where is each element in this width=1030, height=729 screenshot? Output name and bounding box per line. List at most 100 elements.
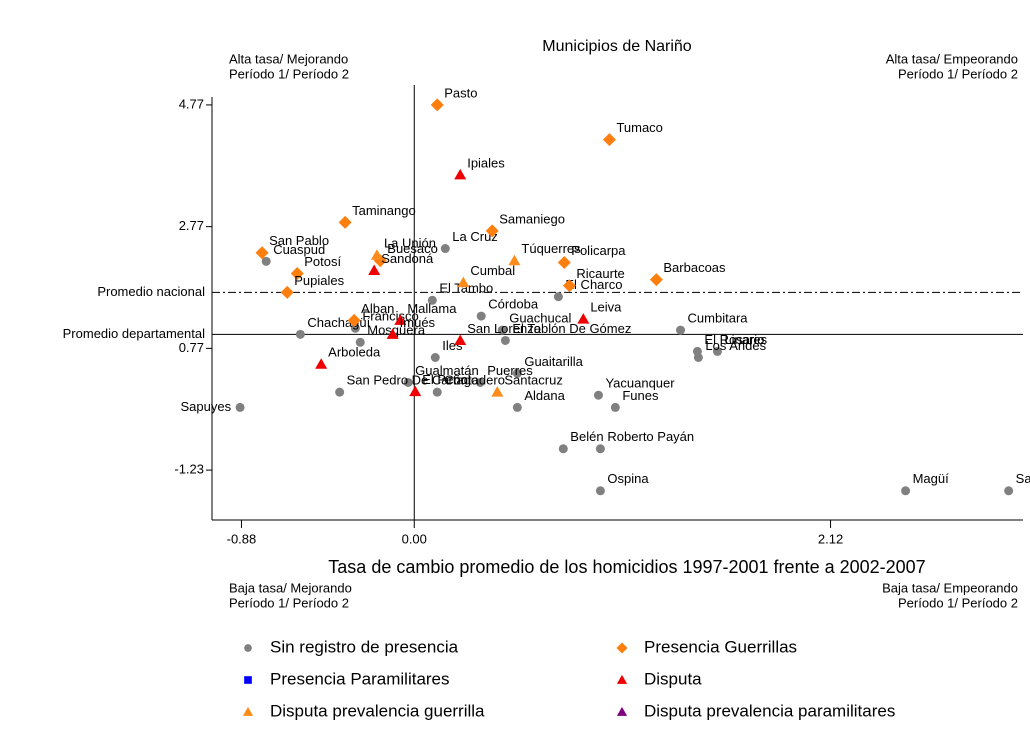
point-label: Taminango bbox=[352, 203, 416, 218]
corner-note: Baja tasa/ Mejorando bbox=[229, 580, 352, 595]
point bbox=[280, 285, 294, 299]
point-label: Belén bbox=[570, 429, 603, 444]
point bbox=[553, 292, 563, 302]
point-label: Policarpa bbox=[571, 243, 626, 258]
point-label: Cumbal bbox=[470, 263, 515, 278]
point bbox=[235, 402, 245, 412]
point-label: Puerres bbox=[487, 363, 533, 378]
point bbox=[577, 313, 590, 324]
corner-note: Período 1/ Período 2 bbox=[898, 595, 1018, 610]
point-label: Buesaco bbox=[387, 241, 438, 256]
point-label: La Unión bbox=[384, 236, 436, 251]
point bbox=[512, 368, 522, 378]
point bbox=[403, 377, 413, 387]
point-label: Tumaco bbox=[616, 120, 662, 135]
point-label: El Rosario bbox=[704, 332, 764, 347]
point-label: Ipiales bbox=[467, 155, 505, 170]
point-label: San Pedro De Cartago bbox=[347, 373, 479, 388]
point-label: Pasto bbox=[444, 85, 477, 100]
point-label: Magüí bbox=[913, 471, 950, 486]
point bbox=[295, 329, 305, 339]
point bbox=[491, 386, 504, 397]
point-label: La Cruz bbox=[452, 229, 498, 244]
point bbox=[558, 444, 568, 454]
x-tick-label: 2.12 bbox=[818, 531, 843, 546]
corner-note: Alta tasa/ Empeorando bbox=[886, 51, 1018, 66]
legend-label: Sin registro de presencia bbox=[270, 637, 459, 656]
point bbox=[610, 402, 620, 412]
corner-note: Período 1/ Período 2 bbox=[229, 66, 349, 81]
point-label: Sandoná bbox=[381, 251, 434, 266]
point-label: Santacruz bbox=[504, 373, 563, 388]
point-label: Arboleda bbox=[328, 345, 381, 360]
point bbox=[373, 254, 387, 268]
point-label: Mosquera bbox=[367, 323, 426, 338]
legend-label: Presencia Paramilitares bbox=[270, 669, 450, 688]
point-label: Aldana bbox=[524, 388, 565, 403]
point-label: Guaitarilla bbox=[524, 354, 583, 369]
point bbox=[497, 325, 507, 335]
point bbox=[500, 335, 510, 345]
point-label: Pupiales bbox=[294, 273, 344, 288]
reference-label: Promedio nacional bbox=[97, 284, 205, 299]
x-axis-label: Tasa de cambio promedio de los homicidio… bbox=[328, 557, 925, 577]
point bbox=[562, 279, 576, 293]
point bbox=[290, 267, 304, 281]
point-label: San Pablo bbox=[269, 233, 329, 248]
point bbox=[593, 390, 603, 400]
point bbox=[676, 325, 686, 335]
point bbox=[649, 273, 663, 287]
x-tick-label: 0.00 bbox=[402, 531, 427, 546]
corner-note: Período 1/ Período 2 bbox=[898, 66, 1018, 81]
point-label: San Lorenzo bbox=[467, 321, 541, 336]
point bbox=[315, 358, 328, 369]
legend-label: Disputa prevalencia guerrilla bbox=[270, 701, 485, 720]
point-label: Córdoba bbox=[488, 297, 539, 312]
point bbox=[335, 387, 345, 397]
point bbox=[595, 486, 605, 496]
legend-marker bbox=[244, 644, 252, 652]
y-tick-label: 4.77 bbox=[179, 96, 204, 111]
point-label: Francisco bbox=[362, 309, 418, 324]
point bbox=[261, 256, 271, 266]
point bbox=[602, 133, 616, 147]
point-label: Los Andes bbox=[705, 338, 766, 353]
point bbox=[476, 311, 486, 321]
corner-note: Período 1/ Período 2 bbox=[229, 595, 349, 610]
point-label: El Tambo bbox=[439, 281, 493, 296]
point-label: Santa Bárbara bbox=[1016, 471, 1030, 486]
point bbox=[457, 276, 470, 288]
point bbox=[508, 254, 521, 266]
point-label: Alban bbox=[361, 301, 394, 316]
point-label: Linares bbox=[724, 332, 767, 347]
point bbox=[512, 402, 522, 412]
legend-marker bbox=[244, 676, 252, 684]
point bbox=[409, 385, 422, 397]
point bbox=[370, 249, 383, 260]
legend-marker bbox=[616, 642, 628, 654]
point bbox=[427, 295, 437, 305]
point-label: Sapuyes bbox=[180, 399, 231, 414]
y-tick-label: 0.77 bbox=[179, 340, 204, 355]
point-label: Funes bbox=[622, 388, 659, 403]
point-label: Ospina bbox=[607, 471, 649, 486]
point-label: Roberto Payán bbox=[607, 429, 694, 444]
point bbox=[1004, 486, 1014, 496]
point-label: Mallama bbox=[407, 301, 457, 316]
point bbox=[454, 334, 467, 345]
point bbox=[693, 352, 703, 362]
point bbox=[255, 246, 269, 260]
point-label: Leiva bbox=[590, 300, 622, 315]
reference-label: Promedio departamental bbox=[63, 326, 205, 341]
point bbox=[430, 98, 444, 112]
point-label: Contadero bbox=[444, 373, 505, 388]
point bbox=[430, 352, 440, 362]
legend-label: Disputa prevalencia paramilitares bbox=[644, 701, 895, 720]
corner-note: Alta tasa/ Mejorando bbox=[229, 51, 348, 66]
point bbox=[475, 377, 485, 387]
point bbox=[485, 224, 499, 238]
legend-marker bbox=[616, 706, 628, 716]
point bbox=[355, 337, 365, 347]
legend-label: Disputa bbox=[644, 669, 702, 688]
